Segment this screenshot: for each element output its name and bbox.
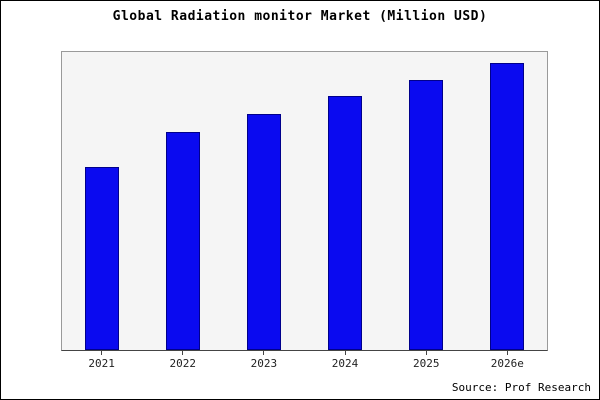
x-tick-2023: 2023 <box>234 351 294 370</box>
bar-2022 <box>166 131 201 350</box>
tick-label: 2025 <box>412 357 440 370</box>
tick-label: 2023 <box>250 357 278 370</box>
tick-mark <box>425 351 427 355</box>
tick-mark <box>263 351 265 355</box>
bars-container <box>62 52 547 350</box>
source-text: Source: Prof Research <box>451 381 591 394</box>
x-tick-2026e: 2026e <box>477 351 537 370</box>
tick-label: 2022 <box>169 357 196 370</box>
bar-2024 <box>327 96 362 350</box>
bar-2021 <box>85 166 120 350</box>
tick-mark <box>182 351 184 355</box>
bar-2026e <box>489 63 524 350</box>
x-tick-2021: 2021 <box>72 351 132 370</box>
tick-label: 2024 <box>331 357 359 370</box>
tick-mark <box>506 351 508 355</box>
tick-mark <box>344 351 346 355</box>
x-tick-2025: 2025 <box>396 351 456 370</box>
bar-2023 <box>247 114 282 350</box>
tick-mark <box>101 351 103 355</box>
x-tick-2022: 2022 <box>153 351 213 370</box>
plot-area <box>61 51 548 351</box>
x-tick-2024: 2024 <box>315 351 375 370</box>
x-axis-ticks: 2021 2022 2023 2024 2025 2026e <box>61 351 548 370</box>
bar-2025 <box>408 79 443 350</box>
tick-label: 2021 <box>88 357 115 370</box>
chart-title: Global Radiation monitor Market (Million… <box>112 9 488 24</box>
tick-label: 2026e <box>490 357 524 370</box>
